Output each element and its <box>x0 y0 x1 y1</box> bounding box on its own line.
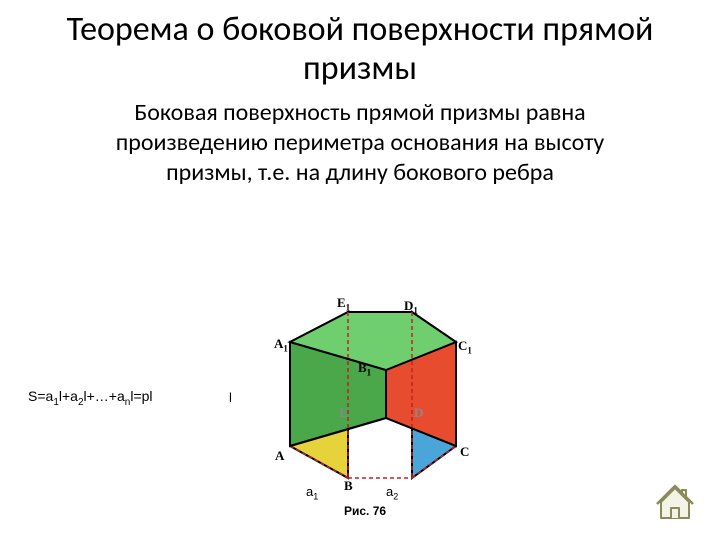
vertex-A: A <box>275 448 284 464</box>
vertex-D1: D1 <box>404 298 418 316</box>
figure-caption: Рис. 76 <box>344 504 386 518</box>
dim-l: l <box>229 390 232 405</box>
vertex-D: D <box>414 405 423 421</box>
vertex-B: B <box>344 478 353 494</box>
vertex-C1: C1 <box>458 338 472 356</box>
vertex-C: C <box>460 444 469 460</box>
theorem-text: Боковая поверхность прямой призмы равна … <box>0 96 720 196</box>
home-icon[interactable] <box>652 482 698 522</box>
vertex-E: E <box>339 405 348 421</box>
dim-a2: a2 <box>386 484 398 502</box>
vertex-A1: A1 <box>274 336 288 354</box>
dim-a1: a1 <box>306 484 318 502</box>
vertex-E1: E1 <box>337 295 350 313</box>
page-title: Теорема о боковой поверхности прямой при… <box>0 0 720 96</box>
formula: S=a1l+a2l+…+anl=pl <box>28 388 153 408</box>
prism-diagram: A1 E1 D1 C1 B1 A B C D E l a1 a2 Рис. 76 <box>240 292 500 522</box>
vertex-B1: B1 <box>358 360 371 378</box>
